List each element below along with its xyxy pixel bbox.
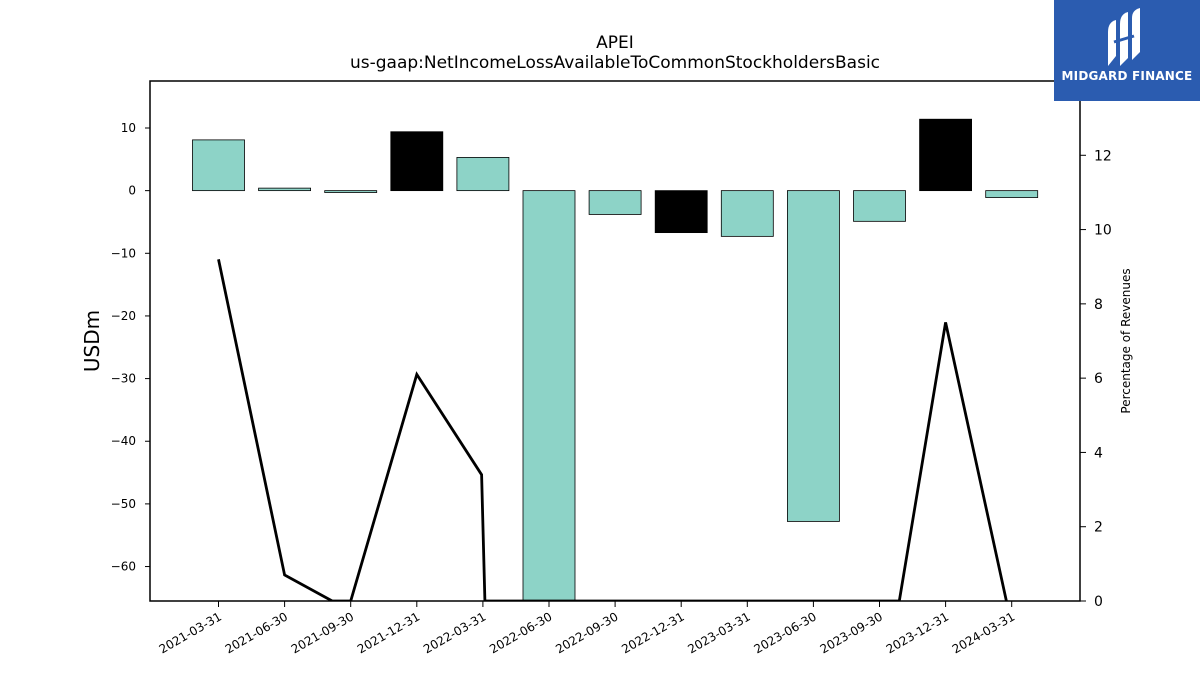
bar-2022-06-30 — [522, 190, 576, 602]
x-tick-label: 2023-09-30 — [818, 609, 885, 656]
x-tick-label: 2021-06-30 — [223, 609, 290, 656]
bar-2023-06-30 — [787, 190, 840, 522]
x-tick-label: 2022-12-31 — [619, 609, 686, 656]
y-tick-label: −20 — [111, 309, 136, 323]
midgard-logo: MIDGARD FINANCE — [1054, 0, 1200, 101]
bar-2022-09-30 — [588, 190, 642, 215]
x-tick-label: 2021-12-31 — [355, 609, 422, 656]
x-tick-label: 2021-09-30 — [289, 609, 356, 656]
y2-tick-label: 10 — [1094, 223, 1112, 239]
bar-2024-03-31 — [985, 190, 1039, 198]
y-tick-label: −10 — [111, 246, 136, 260]
x-tick-label: 2022-03-31 — [421, 609, 488, 656]
bar-2023-03-31 — [720, 190, 774, 237]
x-tick-label: 2023-06-30 — [751, 609, 818, 656]
y-tick-label: −50 — [111, 497, 136, 511]
y2-axis-label: Percentage of Revenues — [1119, 268, 1133, 413]
x-tick-label: 2022-06-30 — [487, 609, 554, 656]
chart-title: APEI — [596, 33, 634, 53]
y-tick-label: −60 — [111, 560, 136, 574]
percentage-line — [217, 259, 1008, 601]
y2-tick-label: 2 — [1094, 520, 1103, 536]
x-tick-label: 2021-03-31 — [157, 609, 224, 656]
y2-tick-label: 4 — [1094, 445, 1103, 461]
x-tick-label: 2023-12-31 — [884, 609, 951, 656]
y2-tick-label: 12 — [1094, 148, 1112, 164]
y-axis-label: USDm — [80, 310, 104, 372]
bar-2022-03-31 — [456, 157, 510, 192]
bar-2022-12-31 — [654, 190, 708, 234]
y2-tick-label: 0 — [1094, 594, 1103, 610]
logo-text: MIDGARD FINANCE — [1061, 69, 1193, 83]
y-tick-label: −30 — [111, 372, 136, 386]
midgard-logo-icon — [1108, 8, 1140, 66]
bar-2021-03-31 — [192, 139, 245, 192]
x-tick-label: 2022-09-30 — [553, 609, 620, 656]
bar-2021-09-30 — [324, 190, 378, 193]
y-tick-label: 10 — [121, 121, 136, 135]
chart-subtitle: us-gaap:NetIncomeLossAvailableToCommonSt… — [350, 53, 880, 73]
bar-2021-06-30 — [258, 187, 312, 192]
bar-2023-12-31 — [919, 118, 972, 192]
y-tick-label: −40 — [111, 434, 136, 448]
x-tick-label: 2024-03-31 — [950, 609, 1017, 656]
y-tick-label: 0 — [128, 184, 136, 198]
bar-2021-12-31 — [390, 131, 444, 192]
x-tick-label: 2023-03-31 — [685, 609, 752, 656]
y2-tick-label: 6 — [1094, 371, 1103, 387]
bar-2023-09-30 — [853, 190, 906, 222]
y2-tick-label: 8 — [1094, 297, 1103, 313]
